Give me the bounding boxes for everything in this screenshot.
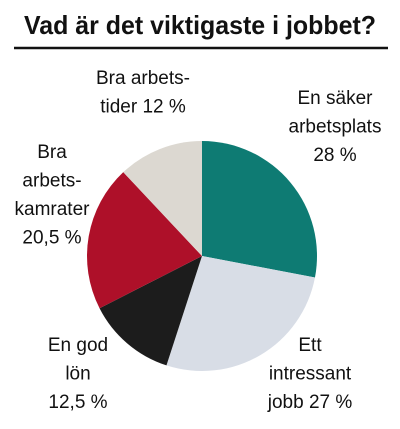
value-label: 12 % xyxy=(142,97,185,118)
label-line: tider xyxy=(100,97,138,118)
pie-slice xyxy=(123,141,202,256)
label-line: Ett xyxy=(298,335,322,356)
slice-label: Ett intressant jobb 27 % xyxy=(267,335,353,413)
slice-label: En god lön 12,5 % xyxy=(48,335,108,413)
pie-slice xyxy=(99,256,202,366)
label-line: intressant xyxy=(269,364,352,385)
label-line: arbetsplats xyxy=(289,117,382,138)
label-line: lön xyxy=(65,364,90,385)
slice-label: Bra arbets-tider 12 % xyxy=(96,68,190,118)
value-label: 28 % xyxy=(313,145,356,166)
label-line: Bra arbets- xyxy=(96,68,190,89)
value-label: 12,5 % xyxy=(48,392,107,413)
slice-label: Bra arbets-kamrater 20,5 % xyxy=(15,142,91,249)
pie-slice xyxy=(87,172,202,309)
label-line: arbets- xyxy=(22,171,81,192)
label-line: En god xyxy=(48,335,108,356)
pie-slice xyxy=(166,256,315,371)
slice-label: En säker arbetsplats 28 % xyxy=(289,88,382,166)
chart-title: Vad är det viktigaste i jobbet? xyxy=(24,10,376,40)
pie-slice xyxy=(202,141,317,278)
label-line: jobb xyxy=(267,392,304,413)
label-line: Bra xyxy=(37,142,67,163)
label-line: kamrater xyxy=(15,199,91,220)
value-label: 27 % xyxy=(309,392,352,413)
value-label: 20,5 % xyxy=(22,228,81,249)
label-line: En säker xyxy=(298,88,374,109)
